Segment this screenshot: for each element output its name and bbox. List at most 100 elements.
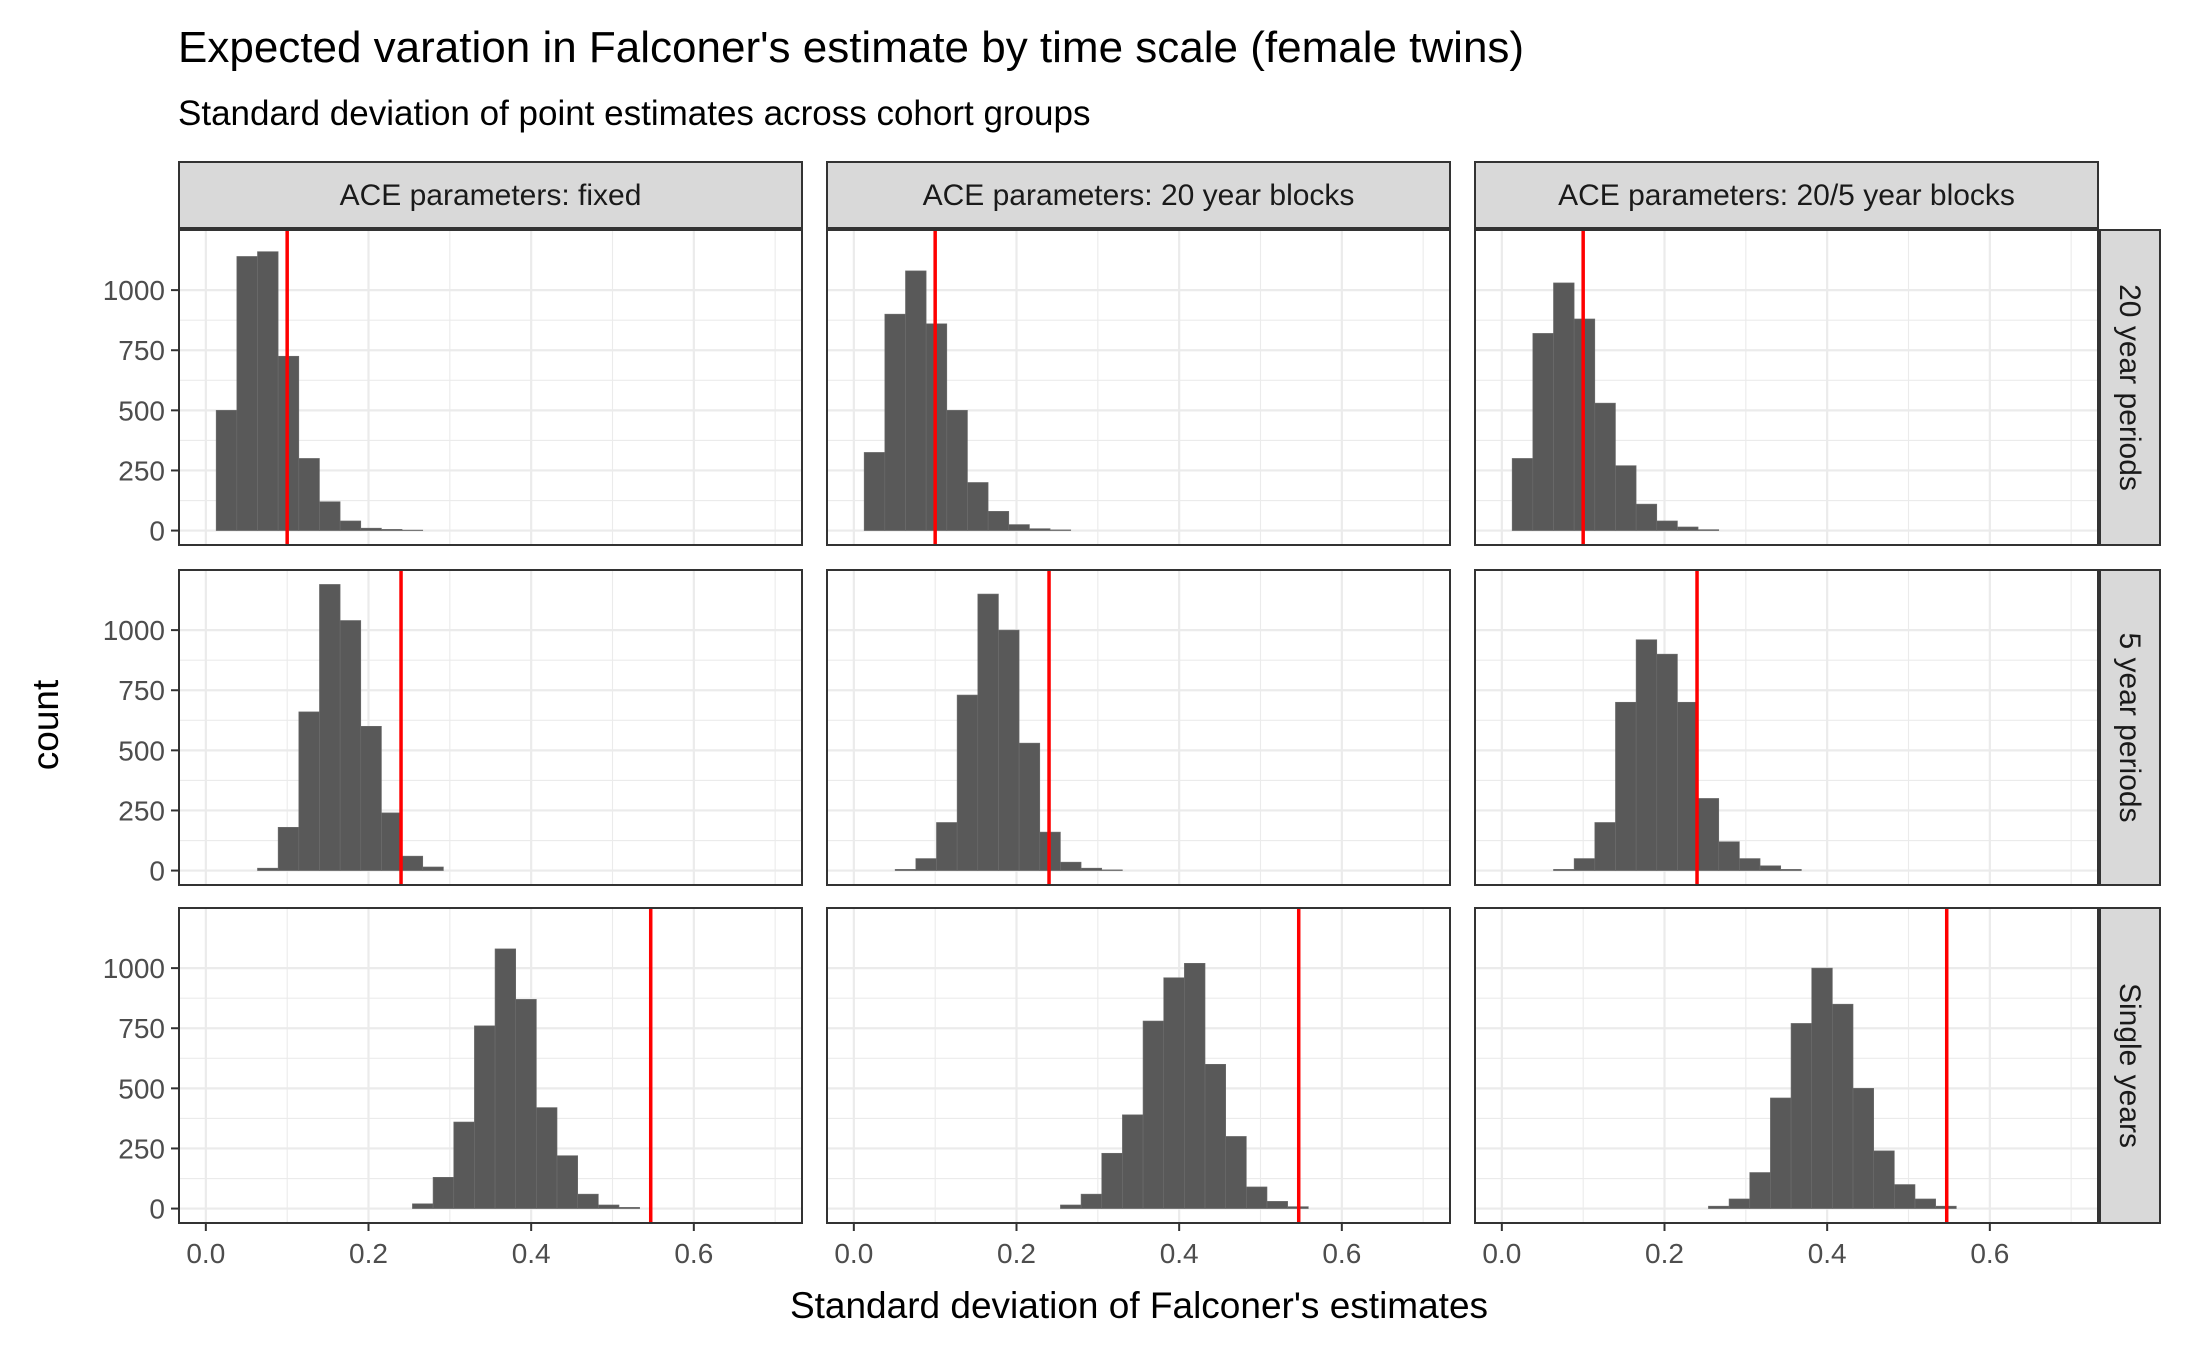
histogram-bar bbox=[577, 1193, 599, 1209]
histogram-bar bbox=[1615, 465, 1637, 531]
histogram-bar bbox=[257, 251, 279, 531]
panel-background bbox=[179, 570, 802, 885]
histogram-bar bbox=[1739, 858, 1761, 871]
histogram-bar bbox=[1708, 1205, 1730, 1209]
histogram-bar bbox=[1656, 653, 1678, 871]
y-tick-label: 750 bbox=[118, 675, 165, 706]
x-tick-label: 0.6 bbox=[1322, 1238, 1361, 1269]
y-tick-label: 750 bbox=[118, 335, 165, 366]
histogram-bar bbox=[1594, 822, 1616, 871]
y-tick-label: 1000 bbox=[103, 275, 165, 306]
x-tick-label: 0.0 bbox=[1482, 1238, 1521, 1269]
histogram-bar bbox=[1266, 1201, 1288, 1209]
histogram-bar bbox=[422, 866, 444, 871]
x-tick-label: 0.2 bbox=[1645, 1238, 1684, 1269]
histogram-bar bbox=[977, 593, 999, 871]
histogram-bar bbox=[1246, 1186, 1268, 1209]
histogram-bar bbox=[915, 858, 937, 871]
y-tick-label: 1000 bbox=[103, 953, 165, 984]
histogram-bar bbox=[1184, 963, 1206, 1209]
histogram-bar bbox=[1080, 1193, 1103, 1209]
histogram-bar bbox=[412, 1203, 434, 1209]
row-strip bbox=[2099, 907, 2161, 1224]
y-tick-label: 750 bbox=[118, 1013, 165, 1044]
y-tick-label: 500 bbox=[118, 735, 165, 766]
histogram-bar bbox=[1780, 869, 1802, 871]
chart-subtitle: Standard deviation of point estimates ac… bbox=[178, 94, 1090, 133]
histogram-bar bbox=[1615, 701, 1637, 871]
x-tick-label: 0.0 bbox=[834, 1238, 873, 1269]
histogram-bar bbox=[998, 629, 1020, 871]
histogram-bar bbox=[1759, 865, 1782, 871]
histogram-bar bbox=[215, 410, 238, 531]
histogram-bar bbox=[1225, 1136, 1247, 1209]
x-axis-title: Standard deviation of Falconer's estimat… bbox=[790, 1285, 1488, 1326]
histogram-bar bbox=[1553, 282, 1575, 531]
histogram-bar bbox=[905, 270, 927, 531]
histogram-bar bbox=[936, 822, 958, 871]
y-tick-label: 0 bbox=[149, 1194, 165, 1225]
histogram-bar bbox=[236, 256, 258, 531]
panel-border bbox=[826, 229, 1451, 546]
histogram-bar bbox=[1749, 1172, 1771, 1209]
column-strip-label: ACE parameters: 20/5 year blocks bbox=[1558, 179, 2015, 212]
histogram-bar bbox=[536, 1107, 558, 1209]
y-tick-label: 0 bbox=[149, 856, 165, 887]
y-axis-title: count bbox=[25, 679, 66, 770]
histogram-bar bbox=[298, 711, 320, 871]
histogram-bar bbox=[1635, 503, 1658, 531]
histogram-bar bbox=[598, 1204, 620, 1209]
histogram-bar bbox=[967, 482, 989, 531]
histogram-bar bbox=[556, 1155, 578, 1209]
histogram-bar bbox=[1728, 1198, 1751, 1209]
histogram-bar bbox=[360, 527, 382, 531]
panel-border bbox=[178, 907, 803, 1224]
histogram-bar bbox=[339, 620, 362, 871]
histogram-bar bbox=[360, 725, 382, 871]
histogram-bar bbox=[1656, 520, 1678, 531]
histogram-bar bbox=[1832, 1003, 1854, 1209]
histogram-bar bbox=[381, 529, 403, 531]
row-strip-label: Single years bbox=[2113, 983, 2146, 1148]
panel-border bbox=[178, 229, 803, 546]
panel-background bbox=[1475, 570, 2098, 885]
chart-title: Expected varation in Falconer's estimate… bbox=[178, 23, 1524, 72]
histogram-bar bbox=[884, 313, 906, 531]
histogram-bar bbox=[1080, 867, 1103, 871]
histogram-bar bbox=[474, 1025, 496, 1209]
histogram-bar bbox=[1008, 524, 1030, 531]
column-strip bbox=[1474, 161, 2099, 229]
panel-border bbox=[178, 569, 803, 886]
histogram-bar bbox=[956, 694, 979, 871]
histogram-bar bbox=[339, 520, 362, 531]
histogram-bar bbox=[1163, 977, 1185, 1209]
histogram-bar bbox=[1697, 529, 1720, 531]
histogram-bar bbox=[1049, 529, 1072, 531]
histogram-bar bbox=[432, 1177, 455, 1209]
histogram-bar bbox=[515, 999, 537, 1209]
panel-border bbox=[1474, 569, 2099, 886]
y-tick-label: 1000 bbox=[103, 615, 165, 646]
histogram-bar bbox=[1060, 861, 1082, 871]
histogram-bar bbox=[1532, 333, 1554, 531]
x-tick-label: 0.0 bbox=[186, 1238, 225, 1269]
x-tick-label: 0.2 bbox=[997, 1238, 1036, 1269]
x-tick-label: 0.4 bbox=[1160, 1238, 1199, 1269]
histogram-bar bbox=[1553, 869, 1575, 871]
histogram-bar bbox=[1101, 869, 1123, 871]
histogram-bar bbox=[1852, 1088, 1874, 1209]
histogram-bar bbox=[319, 501, 341, 531]
histogram-bar bbox=[1811, 967, 1833, 1209]
row-strip bbox=[2099, 229, 2161, 546]
histogram-bar bbox=[1873, 1150, 1895, 1209]
y-tick-label: 500 bbox=[118, 395, 165, 426]
column-strip-label: ACE parameters: 20 year blocks bbox=[923, 179, 1355, 212]
histogram-bar bbox=[1718, 841, 1740, 871]
histogram-bar bbox=[401, 529, 424, 531]
histogram-bar bbox=[987, 511, 1010, 531]
histogram-bar bbox=[1101, 1152, 1123, 1209]
histogram-bar bbox=[618, 1207, 640, 1209]
histogram-bar bbox=[1573, 858, 1596, 871]
x-tick-label: 0.4 bbox=[1808, 1238, 1847, 1269]
